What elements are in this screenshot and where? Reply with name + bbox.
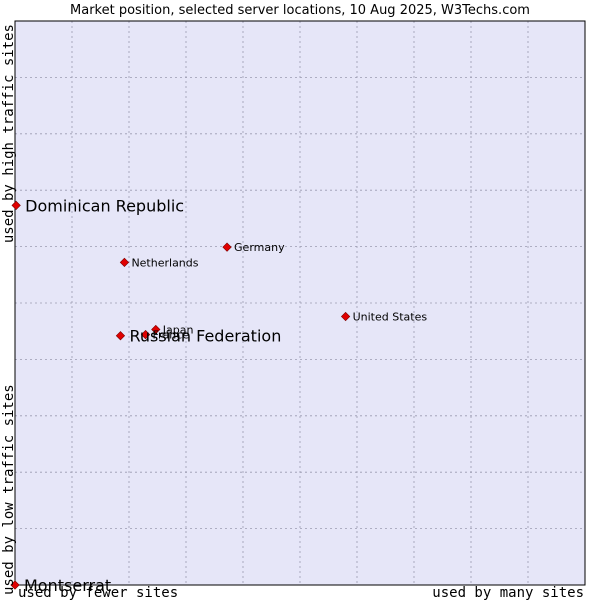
y-axis-label-high-traffic: used by high traffic sites: [1, 24, 17, 243]
chart-title: Market position, selected server locatio…: [70, 3, 530, 18]
plot-border: [14, 20, 586, 586]
y-axis-label-low-traffic: used by low traffic sites: [1, 384, 17, 595]
point-label-russian-federation: Russian Federation: [129, 327, 281, 346]
point-marker-russian-federation: [115, 331, 126, 341]
point-marker-france: [140, 329, 151, 340]
grid-lines: [15, 21, 585, 585]
point-marker-united-states: [340, 311, 351, 322]
point-marker-japan: [151, 324, 161, 335]
data-points: Dominican Republic Germany Netherlands Unit…: [10, 196, 428, 595]
point-label-japan: Japan: [162, 324, 194, 337]
point-label-dominican-republic: Dominican Republic: [25, 196, 184, 215]
point-label-netherlands: Netherlands: [131, 256, 198, 269]
x-axis-label-many: used by many sites: [432, 585, 584, 600]
point-label-united-states: United States: [353, 311, 428, 324]
point-marker-netherlands: [119, 257, 130, 268]
point-label-france: France: [153, 329, 190, 342]
x-axis-label-fewer: used by fewer sites: [18, 585, 178, 600]
point-label-montserrat: Montserrat: [24, 576, 111, 595]
point-marker-montserrat: [10, 580, 20, 590]
point-marker-germany: [222, 242, 232, 252]
point-label-germany: Germany: [234, 241, 285, 254]
point-marker-dominican-republic: [11, 200, 21, 211]
